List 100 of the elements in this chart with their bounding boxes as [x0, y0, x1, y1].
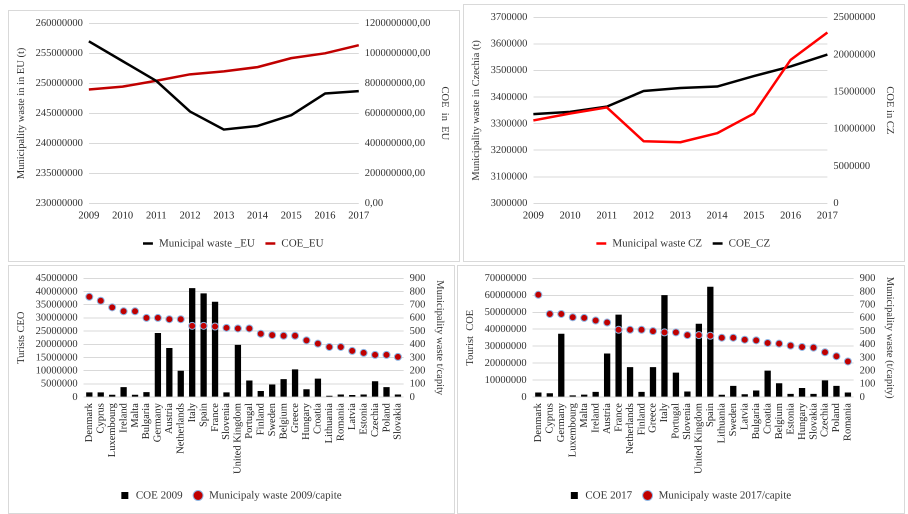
bar	[258, 391, 264, 397]
point	[580, 314, 588, 322]
point	[394, 352, 402, 361]
point	[382, 350, 391, 359]
x-tick-label: France	[613, 402, 624, 432]
point	[188, 322, 196, 330]
bar	[626, 367, 634, 397]
y-tick-label: 35000000	[36, 299, 78, 310]
point	[256, 330, 265, 338]
point	[648, 327, 657, 336]
point	[280, 332, 288, 340]
legend-label: Municipal waste _EU	[158, 237, 255, 250]
y-axis-title: Turists CEO	[16, 311, 28, 364]
x-tick-label: Hungary	[796, 402, 808, 440]
x-tick-label: Cyprus	[95, 403, 106, 434]
y-tick-label: 260000000	[36, 18, 83, 30]
x-tick-label: Slovakia	[808, 402, 820, 440]
bar	[120, 387, 127, 397]
point	[764, 338, 772, 347]
x-tick-label: Slovenia	[221, 402, 232, 440]
y2-tick-label: 0	[860, 392, 865, 403]
bar	[707, 286, 714, 397]
y-tick-label: 3100000	[490, 172, 528, 183]
bar	[269, 384, 276, 397]
x-tick-label: Sweden	[266, 402, 278, 436]
x-tick-label: Germany	[152, 402, 164, 442]
point	[120, 307, 128, 316]
x-tick-label: Netherlands	[624, 403, 636, 454]
point	[314, 340, 322, 348]
point	[234, 324, 242, 332]
point	[844, 357, 852, 366]
y2-tick-label: 0,00	[364, 198, 384, 210]
point	[810, 344, 818, 352]
x-tick-label: Bulgaria	[750, 402, 762, 440]
x-tick-label: Sweden	[728, 402, 740, 436]
y2-tick-label: 0	[410, 392, 415, 403]
point	[614, 326, 623, 334]
y-tick-label: 240000000	[36, 138, 83, 150]
point	[85, 292, 94, 301]
y2-tick-label: 800	[410, 286, 426, 298]
x-tick-label: 2014	[706, 210, 728, 222]
bar	[143, 392, 150, 397]
point	[729, 334, 738, 342]
y2-tick-label: 100	[860, 378, 876, 390]
y2-tick-label: 5000000	[833, 160, 870, 172]
y2-tick-label: 10000000	[833, 124, 876, 135]
point	[592, 316, 600, 325]
x-tick-label: 2015	[280, 210, 302, 222]
y-axis-title: Municipality waste in Czechia (t)	[471, 40, 482, 181]
point	[348, 346, 356, 355]
y2-tick-label: 1200000000,00	[364, 18, 430, 30]
point	[131, 307, 140, 316]
y-tick-label: 0	[72, 392, 78, 403]
bar	[822, 380, 828, 397]
x-tick-label: 2017	[348, 210, 370, 222]
x-tick-label: Greece	[290, 402, 301, 433]
x-tick-label: United Kingdom	[694, 403, 705, 474]
bar	[223, 392, 230, 397]
point	[154, 314, 162, 322]
x-tick-label: Lithuania	[324, 402, 336, 444]
legend-label: Municipaly waste 2009/capite	[209, 489, 342, 502]
x-tick-label: Finland	[256, 402, 267, 436]
y2-tick-label: 200	[860, 365, 876, 376]
x-tick-label: 2013	[213, 210, 234, 222]
point	[165, 315, 174, 324]
point	[96, 296, 105, 305]
bar	[558, 334, 564, 397]
legend-label: COE_CZ	[728, 237, 770, 250]
y-tick-label: 3400000	[490, 92, 528, 103]
point	[683, 331, 692, 340]
bar	[189, 288, 196, 397]
bar	[546, 393, 553, 397]
point	[603, 318, 612, 327]
x-tick-label: Slovakia	[392, 402, 404, 440]
point	[672, 328, 680, 336]
x-tick-label: 2012	[180, 210, 201, 222]
x-tick-label: 2013	[670, 210, 691, 222]
legend-label: COE_EU	[281, 237, 324, 250]
bar	[592, 392, 599, 397]
point	[325, 342, 334, 351]
y2-tick-label: 700	[860, 299, 876, 310]
bar	[98, 392, 104, 397]
x-tick-label: Malta	[130, 402, 141, 428]
y2-tick-label: 600	[410, 312, 426, 324]
bar	[742, 394, 748, 397]
point	[752, 336, 760, 344]
y-tick-label: 235000000	[36, 168, 83, 180]
x-tick-label: Austria	[602, 402, 613, 434]
y-axis-title: Tourist COE	[465, 310, 476, 366]
x-tick-label: 2011	[596, 210, 618, 222]
x-tick-label: Estonia	[785, 402, 796, 435]
legend-label: COE 2009	[136, 489, 184, 502]
x-tick-label: Latvia	[739, 402, 750, 430]
x-tick-label: Denmark	[84, 402, 96, 442]
bar	[154, 332, 162, 397]
bar	[696, 324, 702, 397]
point	[694, 331, 703, 340]
x-tick-label: France	[210, 402, 221, 432]
bar	[314, 378, 322, 397]
bar	[200, 293, 207, 397]
